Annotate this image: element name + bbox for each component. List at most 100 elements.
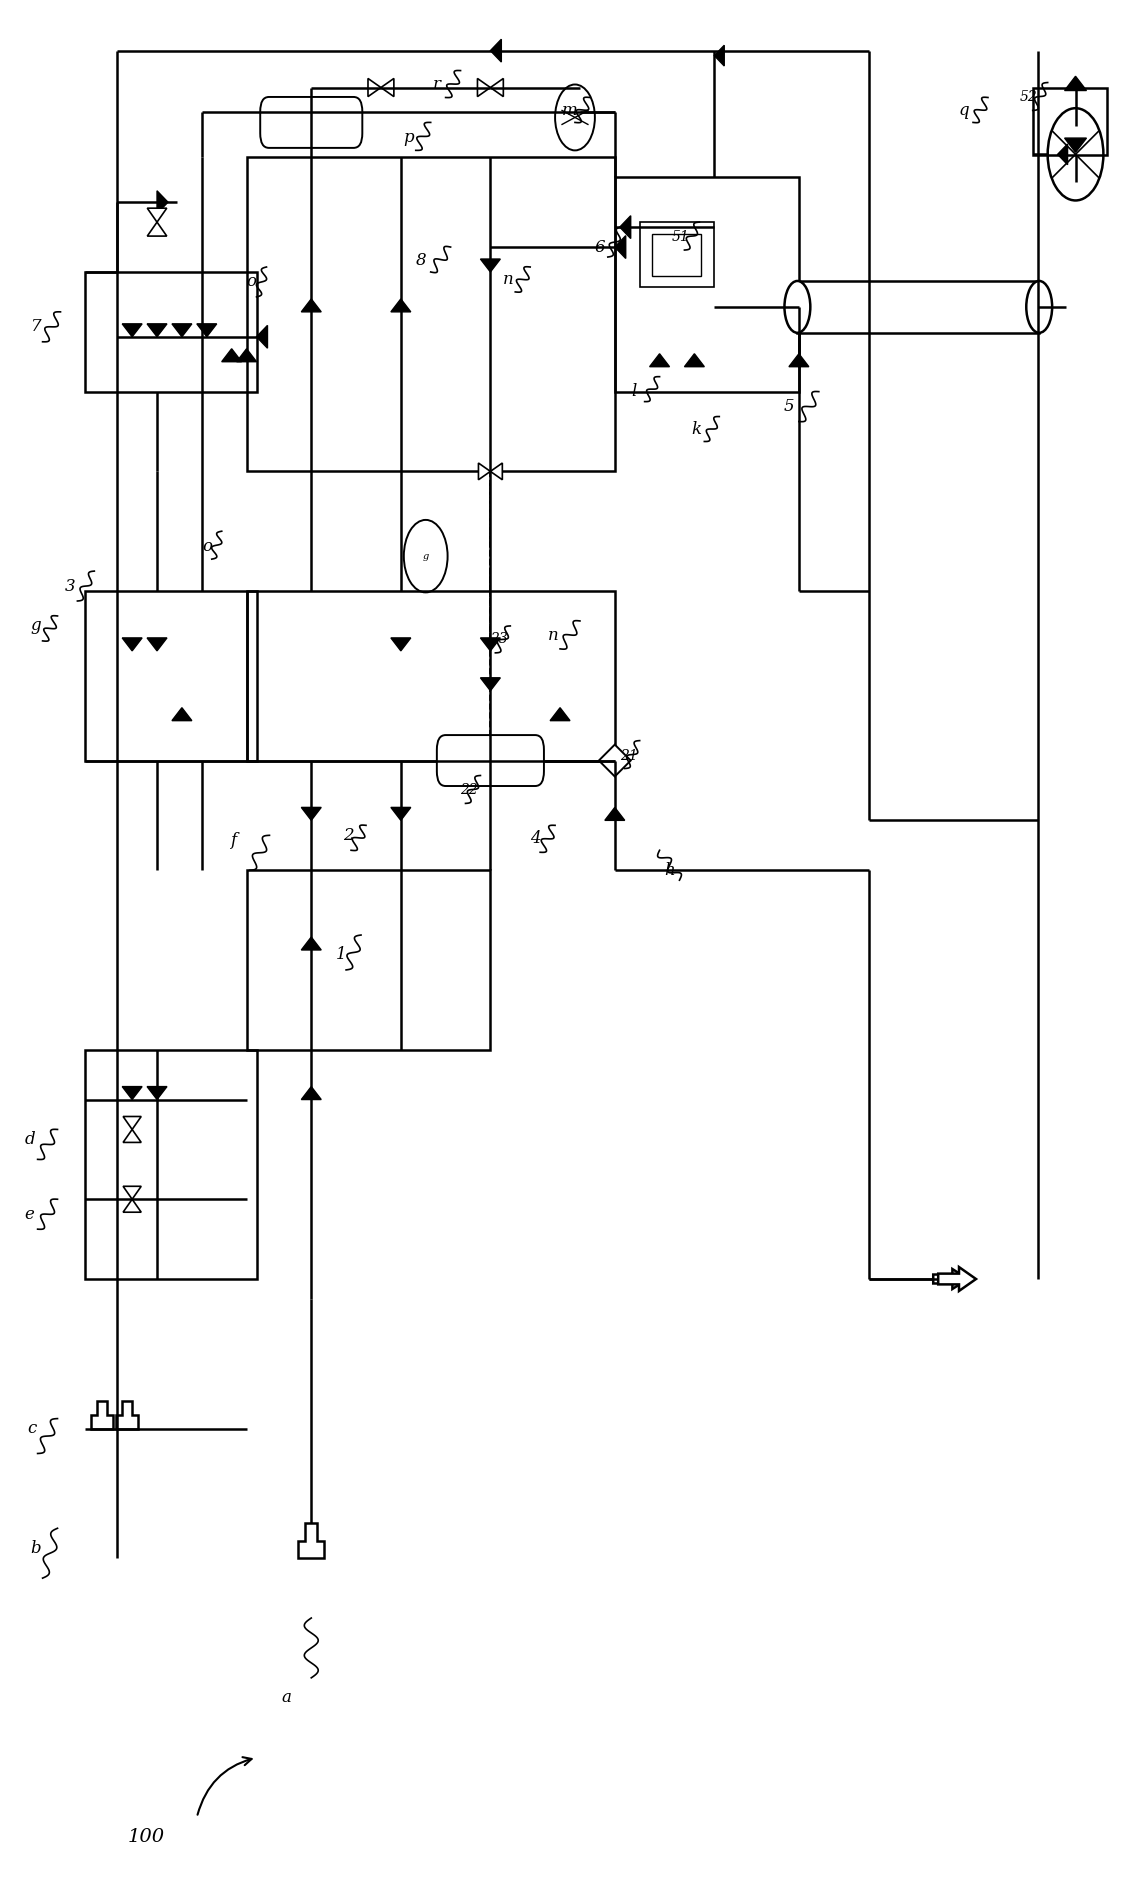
Polygon shape bbox=[123, 1117, 142, 1130]
Polygon shape bbox=[391, 808, 411, 821]
Polygon shape bbox=[684, 353, 705, 366]
Polygon shape bbox=[789, 353, 809, 366]
Bar bbox=[86, 272, 257, 392]
Polygon shape bbox=[123, 1200, 142, 1211]
Text: 23: 23 bbox=[490, 632, 508, 645]
FancyArrowPatch shape bbox=[198, 1757, 251, 1815]
Text: o: o bbox=[247, 274, 257, 291]
Text: g: g bbox=[31, 617, 41, 634]
Bar bbox=[247, 591, 614, 760]
Bar bbox=[86, 591, 257, 760]
Polygon shape bbox=[714, 45, 724, 66]
Polygon shape bbox=[1057, 143, 1068, 164]
Polygon shape bbox=[301, 298, 321, 311]
Polygon shape bbox=[368, 79, 381, 96]
Polygon shape bbox=[481, 259, 500, 272]
Text: 3: 3 bbox=[64, 577, 75, 594]
Text: e: e bbox=[25, 1206, 34, 1223]
Bar bbox=[640, 223, 714, 287]
Polygon shape bbox=[391, 638, 411, 651]
Text: 52: 52 bbox=[1020, 91, 1038, 104]
Polygon shape bbox=[301, 1087, 321, 1100]
Bar bbox=[247, 870, 490, 1049]
Text: 7: 7 bbox=[31, 319, 41, 336]
Text: g: g bbox=[423, 551, 429, 560]
Text: n: n bbox=[548, 626, 558, 643]
Polygon shape bbox=[236, 349, 257, 362]
Text: n: n bbox=[502, 272, 513, 289]
FancyBboxPatch shape bbox=[437, 736, 544, 787]
Text: 2: 2 bbox=[343, 827, 354, 843]
Text: o: o bbox=[202, 538, 211, 555]
Text: q: q bbox=[958, 102, 968, 119]
Polygon shape bbox=[147, 325, 167, 336]
Polygon shape bbox=[614, 236, 626, 259]
Polygon shape bbox=[391, 298, 411, 311]
Polygon shape bbox=[122, 638, 142, 651]
Polygon shape bbox=[123, 1130, 142, 1142]
Polygon shape bbox=[1064, 75, 1086, 91]
Text: p: p bbox=[403, 128, 413, 145]
Text: h: h bbox=[665, 862, 675, 879]
Ellipse shape bbox=[1027, 281, 1052, 332]
Polygon shape bbox=[650, 353, 669, 366]
Polygon shape bbox=[620, 215, 630, 238]
Text: 22: 22 bbox=[460, 783, 478, 798]
Polygon shape bbox=[605, 808, 625, 821]
Text: l: l bbox=[632, 383, 637, 400]
Polygon shape bbox=[147, 638, 167, 651]
Polygon shape bbox=[939, 1266, 976, 1291]
Bar bbox=[614, 177, 799, 392]
Text: k: k bbox=[691, 421, 701, 438]
Polygon shape bbox=[147, 208, 167, 223]
Polygon shape bbox=[91, 1400, 113, 1428]
Polygon shape bbox=[147, 1087, 167, 1100]
FancyBboxPatch shape bbox=[260, 96, 362, 147]
Polygon shape bbox=[172, 325, 192, 336]
Text: b: b bbox=[31, 1540, 41, 1557]
Bar bbox=[652, 234, 701, 276]
Bar bbox=[247, 157, 614, 472]
Polygon shape bbox=[933, 1270, 968, 1289]
Text: 4: 4 bbox=[530, 830, 541, 847]
Text: 8: 8 bbox=[416, 251, 426, 268]
Polygon shape bbox=[156, 191, 168, 213]
Polygon shape bbox=[477, 79, 490, 96]
Polygon shape bbox=[490, 79, 504, 96]
Polygon shape bbox=[481, 677, 500, 691]
Polygon shape bbox=[598, 745, 630, 776]
Polygon shape bbox=[490, 40, 501, 62]
Polygon shape bbox=[257, 325, 267, 349]
Polygon shape bbox=[222, 349, 242, 362]
Bar bbox=[797, 281, 1039, 332]
Polygon shape bbox=[1064, 138, 1086, 153]
Text: d: d bbox=[25, 1130, 35, 1147]
Polygon shape bbox=[116, 1400, 138, 1428]
Polygon shape bbox=[123, 1187, 142, 1200]
Text: r: r bbox=[433, 75, 441, 92]
Polygon shape bbox=[196, 325, 217, 336]
Polygon shape bbox=[478, 462, 490, 479]
Text: 6: 6 bbox=[595, 238, 605, 255]
Polygon shape bbox=[481, 638, 500, 651]
Text: m: m bbox=[562, 102, 578, 119]
Bar bbox=[86, 1049, 257, 1279]
Text: 21: 21 bbox=[620, 749, 637, 762]
Text: 5: 5 bbox=[783, 398, 795, 415]
Polygon shape bbox=[381, 79, 394, 96]
Text: 51: 51 bbox=[671, 230, 690, 243]
Bar bbox=[1032, 87, 1108, 155]
Polygon shape bbox=[301, 808, 321, 821]
Polygon shape bbox=[490, 462, 502, 479]
Text: a: a bbox=[281, 1689, 291, 1706]
Text: f: f bbox=[230, 832, 235, 849]
Text: 1: 1 bbox=[336, 947, 347, 964]
Polygon shape bbox=[301, 938, 321, 949]
Polygon shape bbox=[122, 1087, 142, 1100]
Polygon shape bbox=[172, 708, 192, 721]
Polygon shape bbox=[147, 223, 167, 236]
Text: 100: 100 bbox=[127, 1829, 164, 1845]
Bar bbox=[797, 281, 1039, 332]
Polygon shape bbox=[122, 325, 142, 336]
Polygon shape bbox=[550, 708, 570, 721]
